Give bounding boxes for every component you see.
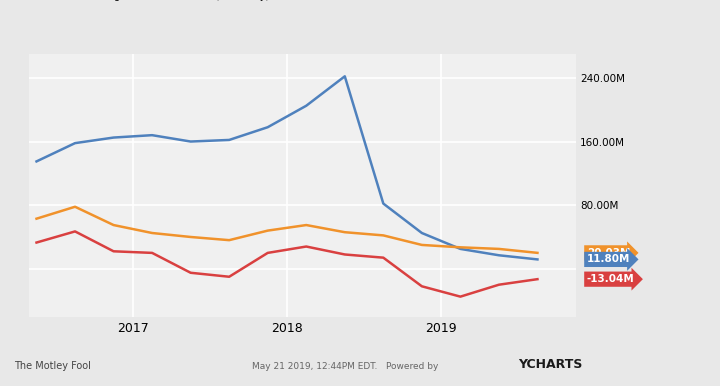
Legend: Hecla Mining Co Cash and Equivalents (Quarterly), Hecla Mining Co Cash from Oper: Hecla Mining Co Cash and Equivalents (Qu… <box>34 0 307 5</box>
Text: YCHARTS: YCHARTS <box>518 357 582 371</box>
Text: 20.03M: 20.03M <box>587 248 630 258</box>
Text: -13.04M: -13.04M <box>587 274 634 284</box>
Text: 11.80M: 11.80M <box>587 254 630 264</box>
Text: May 21 2019, 12:44PM EDT.   Powered by: May 21 2019, 12:44PM EDT. Powered by <box>252 362 441 371</box>
Text: The Motley Fool: The Motley Fool <box>14 361 91 371</box>
